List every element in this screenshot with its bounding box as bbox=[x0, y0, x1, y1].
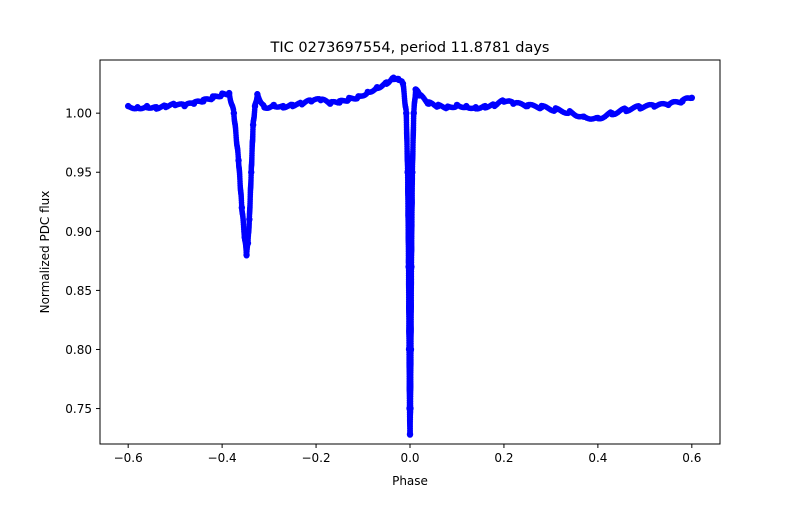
chart-title: TIC 0273697554, period 11.8781 days bbox=[270, 40, 550, 56]
flux-point bbox=[200, 98, 207, 105]
flux-point bbox=[249, 121, 257, 129]
flux-point bbox=[209, 94, 216, 102]
flux-point bbox=[491, 101, 498, 109]
flux-point bbox=[651, 102, 658, 110]
x-tick-label: −0.6 bbox=[114, 451, 143, 465]
x-tick-label: 0.0 bbox=[400, 451, 419, 465]
flux-point bbox=[395, 75, 402, 83]
y-axis-ticks: 0.75 0.80 0.85 0.90 0.95 1.00 bbox=[65, 107, 100, 416]
flux-point bbox=[608, 109, 616, 117]
flux-point bbox=[500, 98, 508, 105]
flux-point bbox=[409, 169, 416, 176]
flux-point bbox=[566, 108, 573, 116]
flux-point bbox=[364, 88, 371, 96]
flux-point bbox=[552, 106, 559, 113]
flux-point bbox=[251, 102, 259, 110]
flux-point bbox=[230, 109, 238, 117]
flux-point bbox=[124, 102, 132, 110]
y-tick-label: 1.00 bbox=[65, 107, 92, 121]
flux-point bbox=[416, 92, 423, 99]
flux-point bbox=[594, 114, 602, 122]
flux-point bbox=[241, 234, 248, 241]
y-tick-label: 0.85 bbox=[65, 284, 92, 298]
flux-point bbox=[688, 94, 696, 102]
flux-point bbox=[218, 91, 226, 98]
flux-point bbox=[524, 102, 531, 110]
flux-point bbox=[181, 102, 188, 110]
flux-point bbox=[308, 98, 315, 105]
y-axis-label: Normalized PDC flux bbox=[38, 191, 52, 314]
flux-point bbox=[289, 101, 296, 109]
flux-point bbox=[453, 101, 461, 109]
flux-point bbox=[636, 104, 644, 111]
flux-point bbox=[225, 89, 233, 97]
flux-point bbox=[444, 104, 451, 111]
y-tick-label: 0.75 bbox=[65, 402, 92, 416]
flux-point bbox=[244, 239, 252, 247]
flux-point bbox=[407, 346, 415, 353]
flux-point bbox=[472, 104, 479, 111]
flux-point bbox=[434, 102, 442, 110]
flux-point bbox=[463, 102, 470, 110]
flux-point bbox=[134, 104, 141, 111]
flux-point bbox=[143, 102, 151, 110]
x-tick-label: −0.4 bbox=[208, 451, 237, 465]
flux-point bbox=[373, 83, 381, 91]
flux-point bbox=[248, 169, 255, 176]
x-axis-label: Phase bbox=[392, 474, 428, 488]
flux-point bbox=[399, 80, 407, 87]
flux-point bbox=[622, 106, 630, 113]
flux-point bbox=[580, 113, 587, 120]
flux-point bbox=[171, 101, 179, 109]
flux-point bbox=[510, 100, 517, 107]
y-tick-label: 0.95 bbox=[65, 166, 92, 180]
flux-point bbox=[238, 204, 246, 211]
flux-point bbox=[407, 405, 414, 412]
flux-point bbox=[298, 100, 306, 107]
flux-point bbox=[538, 104, 545, 111]
flux-point bbox=[270, 101, 277, 109]
flux-point bbox=[425, 100, 432, 107]
x-tick-label: 0.6 bbox=[682, 451, 701, 465]
flux-point bbox=[665, 101, 672, 109]
x-axis-ticks: −0.6 −0.4 −0.2 0.0 0.2 0.4 0.6 bbox=[114, 444, 701, 465]
flux-point bbox=[410, 109, 417, 117]
flux-point bbox=[355, 93, 362, 100]
flux-point bbox=[679, 98, 686, 105]
flux-point bbox=[336, 99, 343, 106]
flux-point bbox=[404, 169, 411, 176]
flux-point bbox=[243, 251, 250, 259]
flux-point bbox=[246, 216, 253, 223]
flux-point bbox=[190, 100, 198, 107]
x-tick-label: −0.2 bbox=[301, 451, 330, 465]
data-points bbox=[124, 74, 696, 438]
flux-point bbox=[383, 79, 390, 86]
flux-point bbox=[406, 431, 414, 438]
flux-point bbox=[481, 102, 489, 110]
flux-point bbox=[326, 100, 334, 107]
flux-point bbox=[162, 102, 169, 110]
x-tick-label: 0.2 bbox=[494, 451, 513, 465]
flux-point bbox=[261, 104, 268, 111]
flux-point bbox=[403, 109, 410, 117]
x-tick-label: 0.4 bbox=[588, 451, 607, 465]
flux-point bbox=[408, 263, 415, 270]
flux-point bbox=[235, 157, 242, 164]
y-tick-label: 0.80 bbox=[65, 343, 92, 357]
flux-point bbox=[412, 86, 419, 93]
flux-point bbox=[317, 96, 324, 104]
flux-point bbox=[345, 95, 353, 103]
flux-point bbox=[254, 91, 261, 98]
flux-point bbox=[279, 102, 287, 110]
y-tick-label: 0.90 bbox=[65, 225, 92, 239]
flux-point bbox=[153, 104, 160, 111]
